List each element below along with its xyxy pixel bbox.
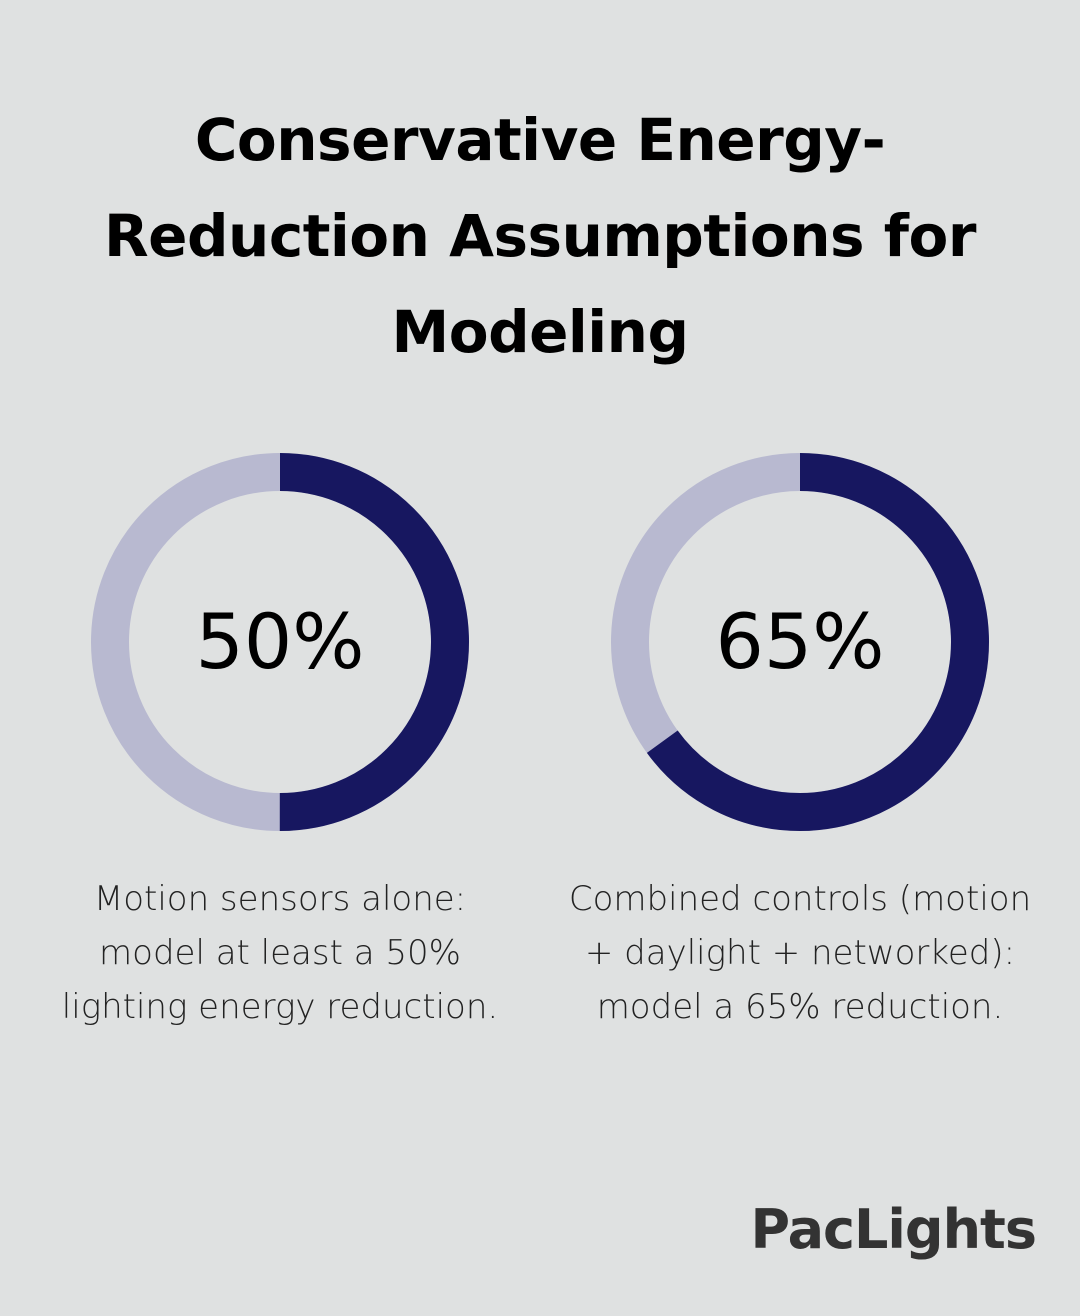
donut-value-label: 50% — [196, 597, 365, 686]
paclights-logo: PacLights — [750, 1198, 1037, 1261]
donut-chart-motion-sensors: 50% — [90, 452, 470, 832]
caption-motion-sensors: Motion sensors alone: model at least a 5… — [61, 879, 499, 1027]
donut-chart-combined-controls: 65% — [610, 452, 990, 832]
donut-svg-combined-controls: 65% — [611, 453, 989, 831]
caption-combined-controls: Combined controls (motion + daylight + n… — [568, 879, 1032, 1027]
donut-value-label: 65% — [716, 597, 885, 686]
page-title: Conservative Energy-Reduction Assumption… — [104, 106, 976, 366]
donut-filled-arc — [91, 453, 469, 831]
donut-svg-motion-sensors: 50% — [91, 453, 469, 831]
donut-filled-arc — [611, 453, 989, 831]
